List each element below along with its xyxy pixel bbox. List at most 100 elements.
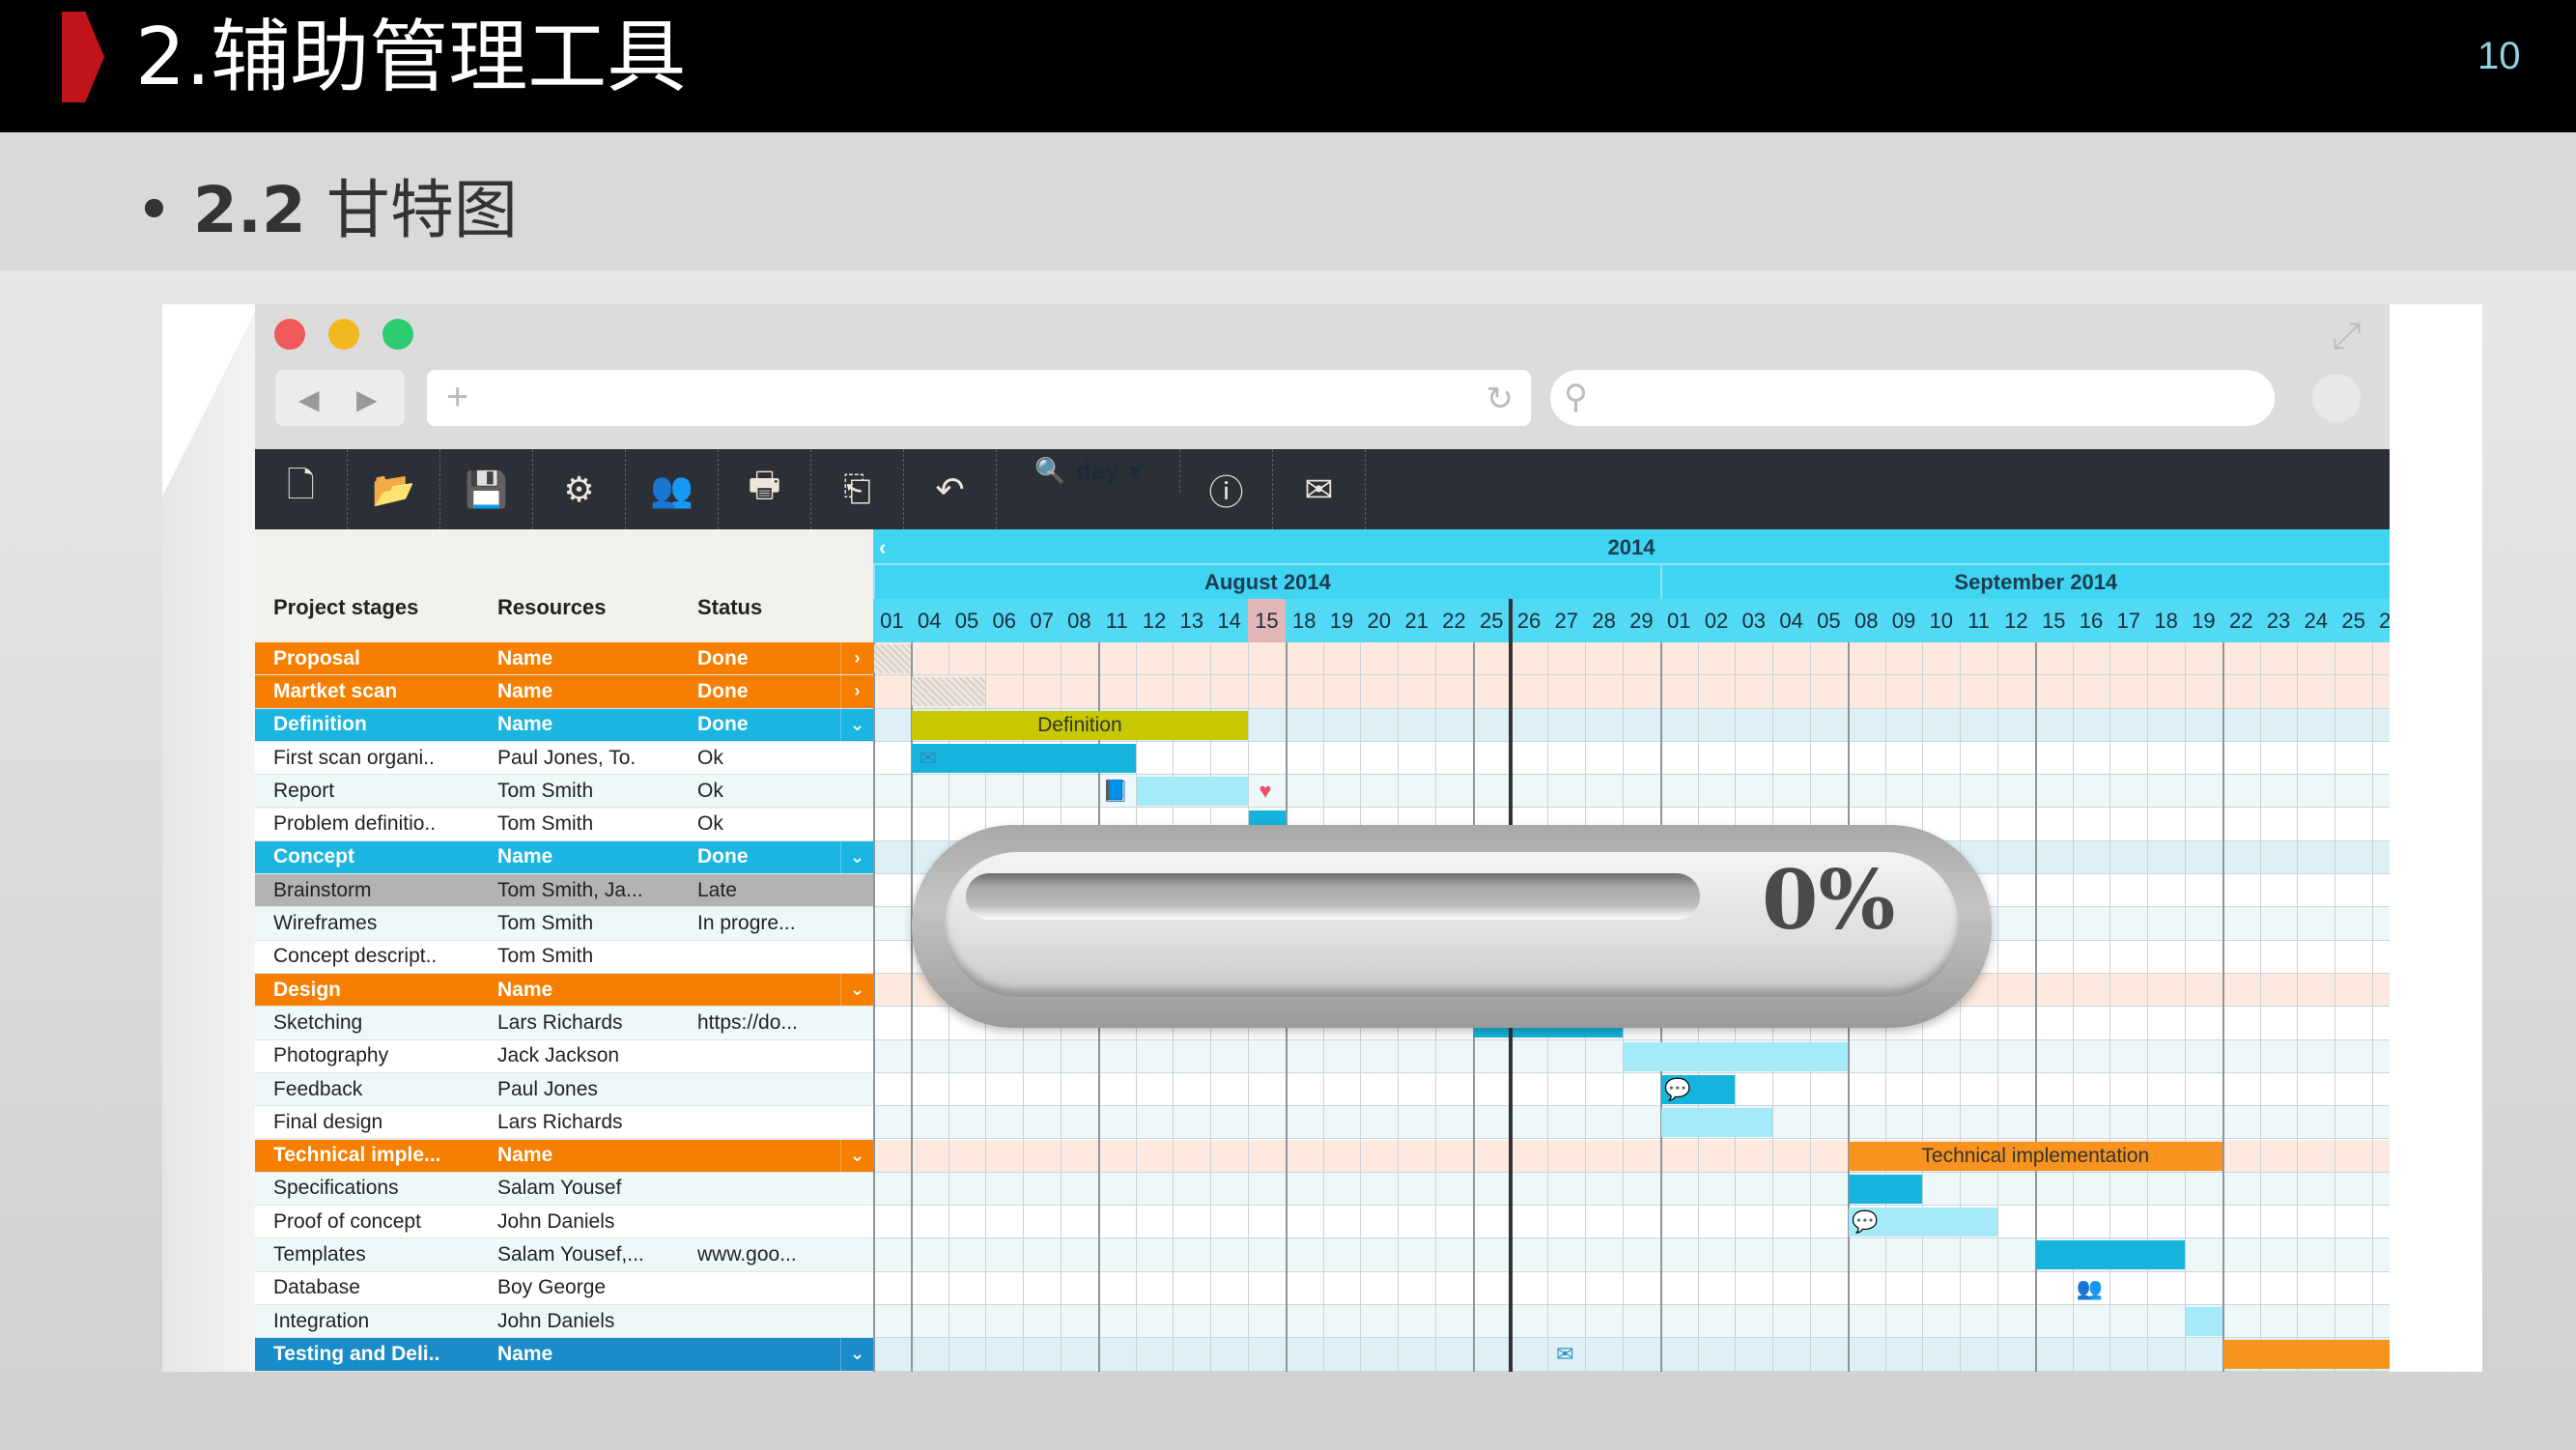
gantt-row — [873, 1305, 2390, 1339]
expand-toggle-icon[interactable]: › — [840, 675, 873, 708]
table-row[interactable]: Brainstorm Tom Smith, Ja... Late — [255, 874, 873, 908]
gantt-bar[interactable] — [1136, 777, 1248, 807]
year-label: 2014 — [1607, 535, 1656, 559]
settings-button[interactable]: ⚙ — [533, 449, 626, 529]
table-row[interactable]: Proof of concept John Daniels — [255, 1206, 873, 1239]
group-row[interactable]: Martket scan Name Done › — [255, 675, 873, 709]
open-folder-button[interactable]: 📂 — [348, 449, 440, 529]
day-label: 26 — [1516, 609, 1542, 633]
table-row[interactable]: Final design Lars Richards — [255, 1106, 873, 1140]
print-button[interactable]: 🖶 — [719, 449, 811, 529]
day-label: 07 — [1030, 609, 1054, 633]
header-status[interactable]: Status — [697, 595, 763, 619]
address-bar[interactable]: + ↻ — [427, 370, 1531, 426]
table-row[interactable]: Report Tom Smith Ok — [255, 775, 873, 809]
gantt-bar[interactable] — [1624, 1041, 1848, 1071]
back-button[interactable]: ◀ — [298, 384, 320, 414]
book-icon[interactable]: 📘 — [1102, 779, 1129, 804]
gantt-bar[interactable] — [1848, 1208, 1997, 1237]
people-icon[interactable]: 👥 — [2076, 1275, 2104, 1300]
expand-toggle-icon[interactable]: ⌄ — [840, 1139, 873, 1172]
browser-menu-button[interactable] — [2312, 374, 2361, 422]
maximize-window-button[interactable] — [382, 319, 413, 350]
gantt-bar[interactable] — [874, 644, 911, 673]
users-button[interactable]: 👥 — [626, 449, 719, 529]
table-row[interactable]: Problem definitio.. Tom Smith Ok — [255, 808, 873, 841]
expand-toggle-icon[interactable]: ⌄ — [840, 974, 873, 1007]
close-window-button[interactable] — [274, 319, 305, 350]
gantt-bar[interactable] — [911, 743, 1136, 773]
cell-resource: Tom Smith — [497, 812, 594, 836]
reload-icon[interactable]: ↻ — [1486, 381, 1514, 417]
gantt-bar[interactable] — [1660, 1108, 1773, 1138]
group-row[interactable]: Definition Name Done ⌄ — [255, 708, 873, 742]
mail-button[interactable]: ✉ — [1273, 449, 1366, 529]
gantt-column — [2259, 642, 2261, 1372]
undo-button[interactable]: ↶ — [904, 449, 997, 529]
table-row[interactable]: Wireframes Tom Smith In progre... — [255, 907, 873, 941]
comment-icon[interactable]: 💬 — [1852, 1209, 1879, 1235]
cell-resource: Jack Jackson — [497, 1044, 620, 1067]
new-file-button[interactable]: 🗋 — [255, 449, 348, 529]
envelope-icon[interactable]: ✉ — [1556, 1342, 1574, 1367]
cell-stage: Concept descript.. — [273, 945, 438, 968]
table-row[interactable]: Database Boy George — [255, 1271, 873, 1305]
minimize-window-button[interactable] — [328, 319, 359, 350]
table-row[interactable]: Photography Jack Jackson — [255, 1039, 873, 1073]
group-row[interactable]: Technical imple... Name ⌄ — [255, 1139, 873, 1173]
envelope-icon[interactable]: ✉ — [919, 745, 938, 770]
expand-toggle-icon[interactable]: ⌄ — [840, 708, 873, 741]
comment-icon[interactable]: 💬 — [1664, 1076, 1691, 1101]
new-tab-icon[interactable]: + — [446, 376, 469, 418]
table-row[interactable]: Concept descript.. Tom Smith — [255, 940, 873, 974]
search-input[interactable]: ⚲ — [1550, 370, 2275, 426]
day-label: 15 — [2041, 609, 2066, 633]
gantt-bar[interactable] — [1848, 1174, 1923, 1204]
gantt-bar[interactable]: Definition — [911, 710, 1248, 740]
expand-icon[interactable]: ⤢ — [2332, 316, 2362, 356]
slide-title: 2.辅助管理工具 — [135, 12, 687, 103]
heart-icon[interactable]: ♥ — [1259, 779, 1272, 804]
day-label: 06 — [992, 609, 1017, 633]
expand-toggle-icon[interactable]: ⌄ — [840, 840, 873, 874]
scroll-back-button[interactable]: ‹ — [879, 535, 887, 559]
save-button[interactable]: 💾 — [440, 449, 533, 529]
table-row[interactable]: First scan organi.. Paul Jones, To. Ok — [255, 741, 873, 776]
zoom-level-dropdown[interactable]: 🔍 day ▾ — [997, 449, 1180, 493]
cell-resource: Name — [497, 845, 553, 868]
info-button[interactable]: ⓘ — [1180, 449, 1273, 529]
table-row[interactable]: Feedback Paul Jones — [255, 1072, 873, 1107]
gantt-bar[interactable] — [911, 677, 986, 707]
cell-resource: Paul Jones, To. — [497, 746, 637, 769]
table-row[interactable]: Specifications Salam Yousef — [255, 1172, 873, 1207]
export-button[interactable]: ⎗ — [811, 449, 904, 529]
forward-button[interactable]: ▶ — [356, 384, 378, 414]
gantt-row — [873, 675, 2390, 709]
gantt-column — [873, 642, 875, 1372]
group-row[interactable]: Proposal Name Done › — [255, 642, 873, 676]
gantt-bar[interactable] — [2186, 1307, 2222, 1336]
expand-toggle-icon[interactable]: › — [840, 642, 873, 675]
table-row[interactable]: Sketching Lars Richards https://do... — [255, 1007, 873, 1040]
table-row[interactable]: Integration John Daniels — [255, 1305, 873, 1339]
group-row[interactable]: Concept Name Done ⌄ — [255, 840, 873, 875]
gantt-bar[interactable]: Technical implementation — [1848, 1141, 2222, 1171]
group-row[interactable]: Design Name ⌄ — [255, 974, 873, 1008]
day-label: 25 — [2341, 609, 2365, 633]
search-icon: ⚲ — [1564, 379, 1588, 415]
gantt-bar[interactable] — [1660, 1074, 1736, 1104]
cell-status: In progre... — [697, 912, 796, 935]
day-label: 28 — [1592, 609, 1616, 633]
gantt-row — [873, 1172, 2390, 1207]
gantt-bar[interactable] — [2035, 1240, 2185, 1270]
gantt-row — [873, 1338, 2390, 1372]
group-row[interactable]: Testing and Deli.. Name ⌄ — [255, 1338, 873, 1372]
table-row[interactable]: Templates Salam Yousef,... www.goo... — [255, 1238, 873, 1272]
gantt-bar[interactable] — [2222, 1340, 2390, 1370]
header-resources[interactable]: Resources — [497, 595, 607, 619]
day-label: 13 — [1179, 609, 1204, 633]
header-project-stages[interactable]: Project stages — [273, 595, 419, 619]
expand-toggle-icon[interactable]: ⌄ — [840, 1338, 873, 1371]
cell-stage: Sketching — [273, 1010, 363, 1034]
cell-stage: Proposal — [273, 646, 360, 669]
